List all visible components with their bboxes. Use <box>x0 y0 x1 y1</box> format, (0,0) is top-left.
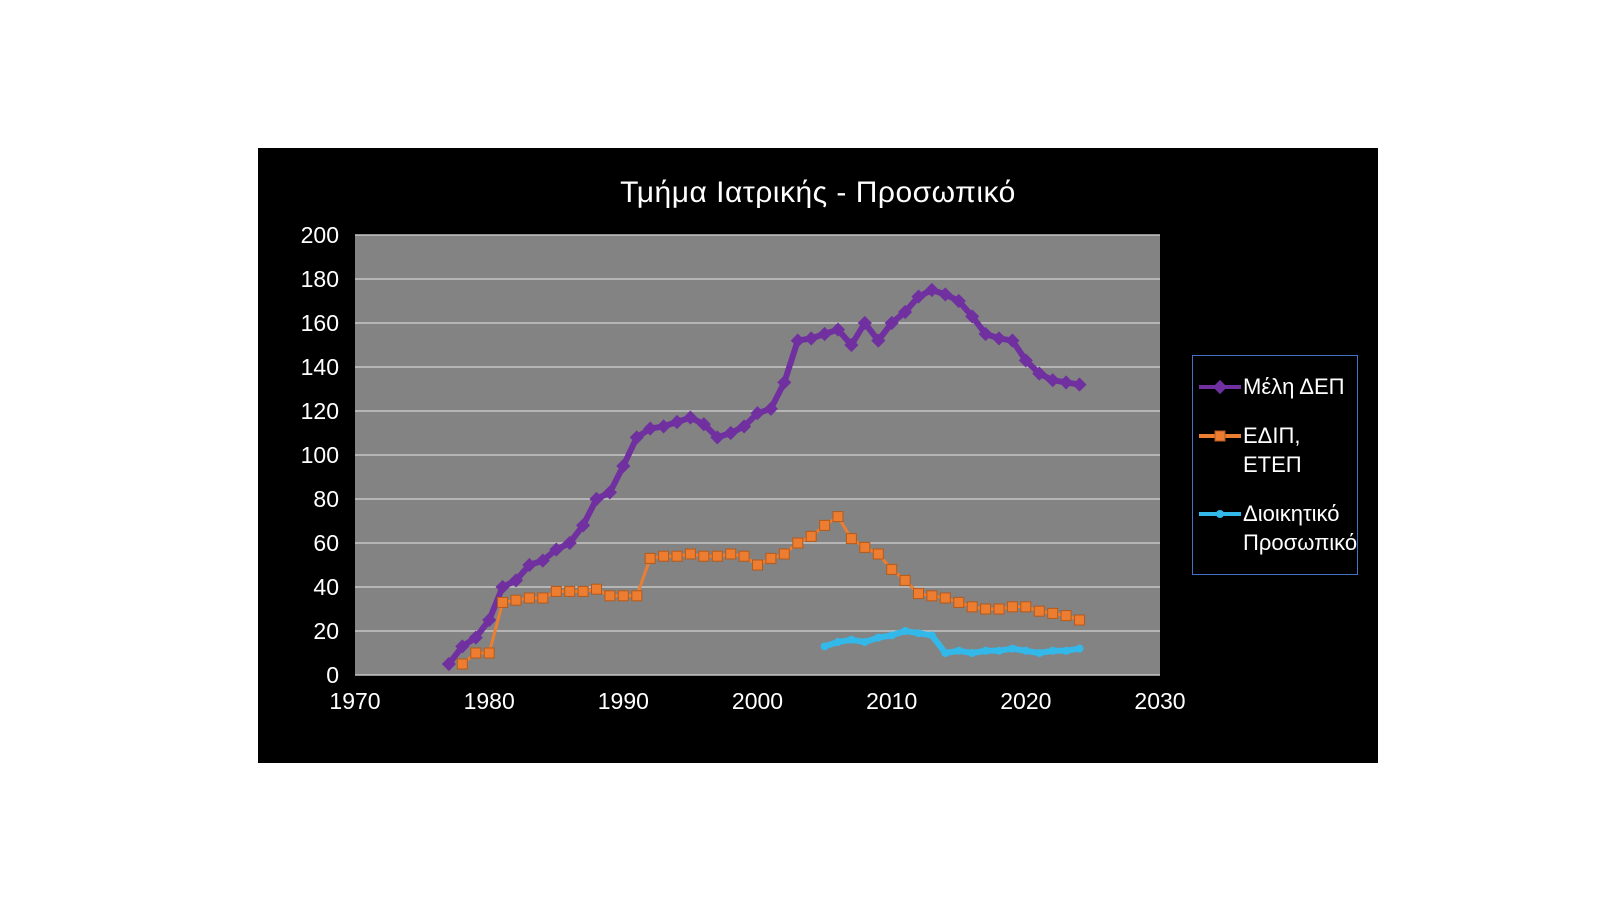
svg-text:1990: 1990 <box>598 688 649 714</box>
svg-text:2000: 2000 <box>732 688 783 714</box>
legend-label: Διοικητικό Προσωπικό <box>1243 501 1358 555</box>
svg-text:20: 20 <box>313 618 339 644</box>
svg-text:80: 80 <box>313 486 339 512</box>
svg-text:100: 100 <box>301 442 339 468</box>
legend-entry-meli-dep: Μέλη ΔΕΠ <box>1193 373 1357 402</box>
chart-container: Τμήμα Ιατρικής - Προσωπικό 0 20 40 60 80 100 1… <box>258 148 1378 763</box>
legend-entry-dioikitiko: Διοικητικό Προσωπικό <box>1193 500 1357 557</box>
line-chart-plot-area: 0 20 40 60 80 100 120 140 160 180 200 1970 1980 1990 2… <box>301 222 1186 714</box>
svg-text:180: 180 <box>301 266 339 292</box>
series-2-legend-marker-icon <box>1198 427 1242 445</box>
chart-legend: Μέλη ΔΕΠ ΕΔΙΠ, ΕΤΕΠ Διοικητικό Προσωπικό <box>1192 355 1358 575</box>
svg-text:1980: 1980 <box>464 688 515 714</box>
svg-text:1970: 1970 <box>329 688 380 714</box>
svg-text:2010: 2010 <box>866 688 917 714</box>
series-3-legend-marker-icon <box>1198 505 1242 523</box>
svg-text:2030: 2030 <box>1134 688 1185 714</box>
svg-text:2020: 2020 <box>1000 688 1051 714</box>
svg-text:60: 60 <box>313 530 339 556</box>
svg-text:140: 140 <box>301 354 339 380</box>
legend-label: Μέλη ΔΕΠ <box>1243 373 1345 399</box>
series-1-legend-marker-icon <box>1198 378 1242 396</box>
svg-text:200: 200 <box>301 222 339 248</box>
legend-entry-edip-etep: ΕΔΙΠ, ΕΤΕΠ <box>1193 422 1357 479</box>
svg-text:120: 120 <box>301 398 339 424</box>
svg-text:160: 160 <box>301 310 339 336</box>
svg-text:0: 0 <box>326 662 339 688</box>
legend-label: ΕΔΙΠ, ΕΤΕΠ <box>1243 423 1302 477</box>
svg-text:40: 40 <box>313 574 339 600</box>
chart-title: Τμήμα Ιατρικής - Προσωπικό <box>620 176 1016 209</box>
